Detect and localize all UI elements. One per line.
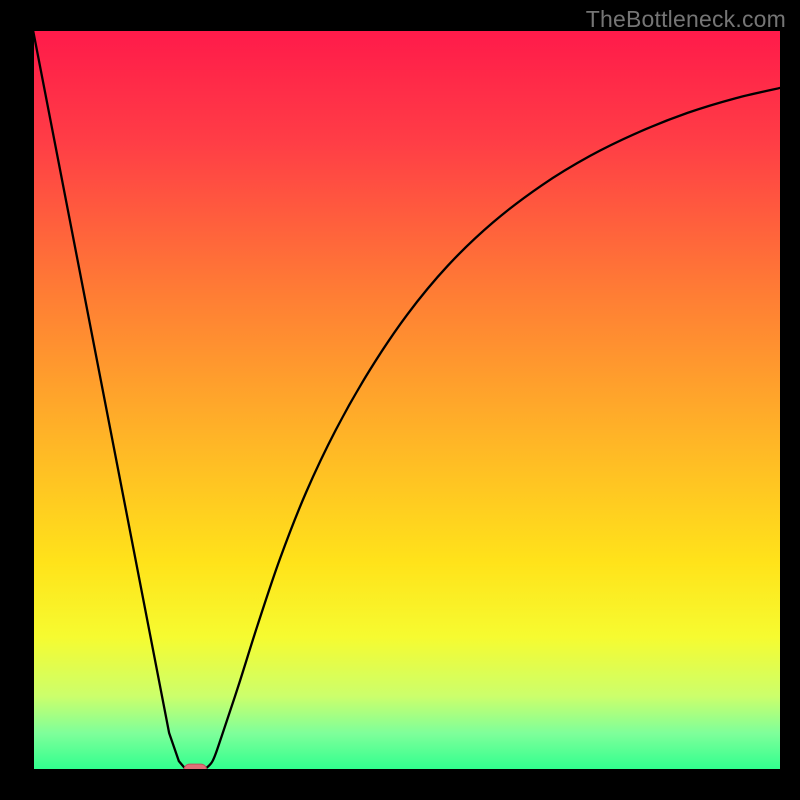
chart-container: TheBottleneck.com bbox=[0, 0, 800, 800]
gradient-background bbox=[33, 30, 781, 770]
watermark-text: TheBottleneck.com bbox=[586, 6, 786, 33]
bottleneck-curve-chart bbox=[0, 0, 800, 800]
